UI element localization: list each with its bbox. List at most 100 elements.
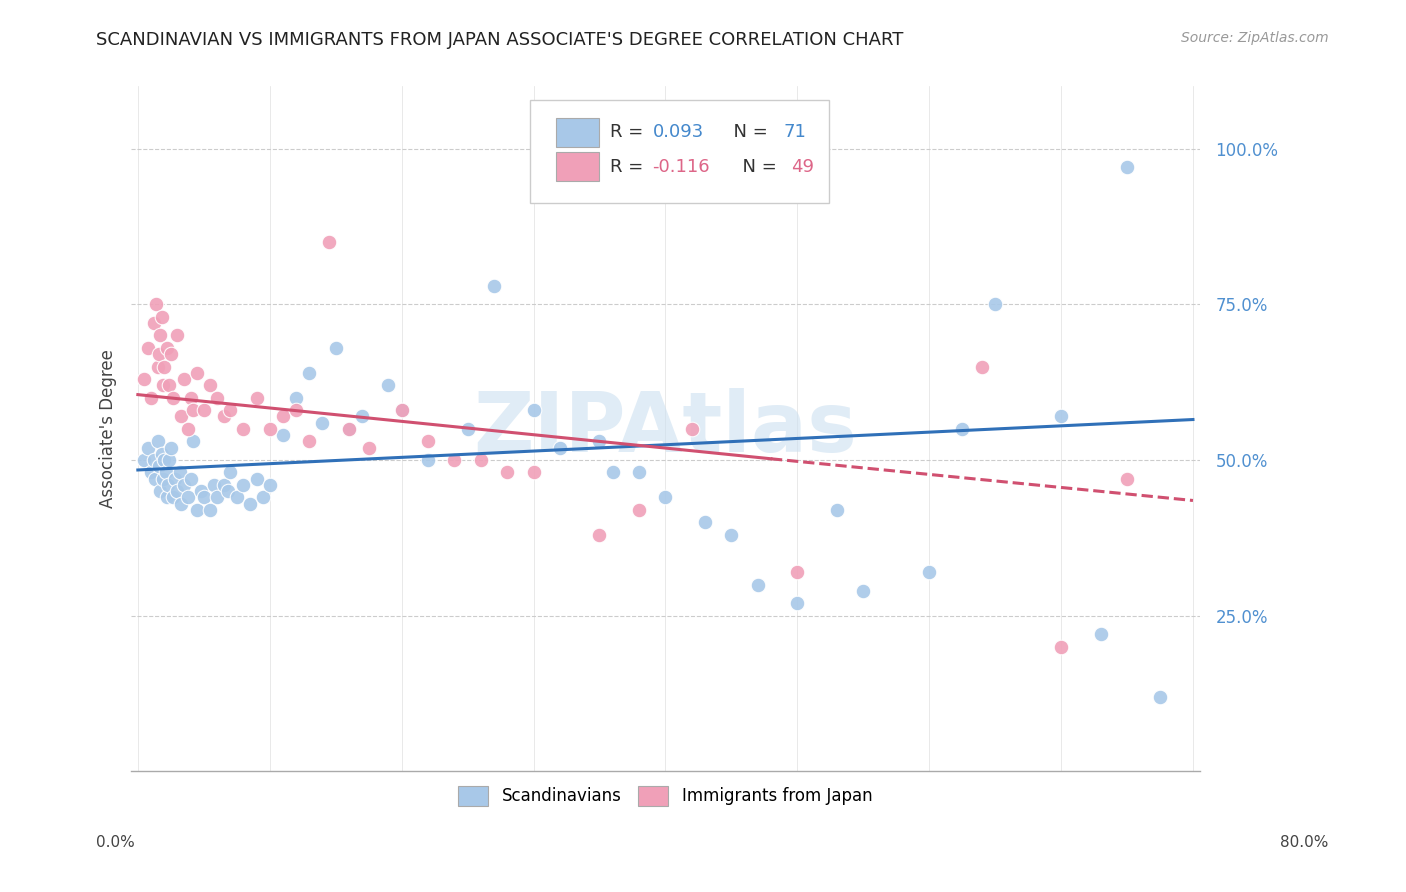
Point bbox=[166, 328, 188, 343]
Point bbox=[180, 472, 202, 486]
Text: Source: ZipAtlas.com: Source: ZipAtlas.com bbox=[1181, 31, 1329, 45]
Point bbox=[193, 491, 215, 505]
Point bbox=[352, 409, 374, 424]
Point bbox=[311, 416, 333, 430]
Point bbox=[786, 565, 808, 579]
Point bbox=[190, 484, 212, 499]
Point bbox=[1116, 161, 1139, 175]
Point bbox=[162, 491, 184, 505]
Point bbox=[177, 422, 200, 436]
Point bbox=[142, 316, 165, 330]
Point bbox=[470, 453, 492, 467]
Point bbox=[298, 366, 321, 380]
Text: 80.0%: 80.0% bbox=[1281, 836, 1329, 850]
Point bbox=[152, 472, 174, 486]
Point bbox=[457, 422, 479, 436]
Point bbox=[180, 391, 202, 405]
Point bbox=[186, 366, 208, 380]
Point bbox=[134, 453, 156, 467]
Point bbox=[588, 434, 610, 449]
Point bbox=[1050, 409, 1073, 424]
Text: 49: 49 bbox=[792, 158, 814, 176]
Point bbox=[149, 484, 172, 499]
Point bbox=[134, 372, 156, 386]
Point bbox=[156, 341, 179, 355]
Point bbox=[245, 391, 267, 405]
Point bbox=[852, 583, 875, 598]
Point bbox=[970, 359, 993, 374]
Text: N =: N = bbox=[731, 158, 782, 176]
Point bbox=[548, 441, 571, 455]
Legend: Scandinavians, Immigrants from Japan: Scandinavians, Immigrants from Japan bbox=[450, 778, 880, 814]
Point bbox=[138, 441, 160, 455]
Point bbox=[146, 359, 169, 374]
Point bbox=[150, 310, 173, 324]
Point bbox=[225, 491, 247, 505]
Point bbox=[148, 347, 170, 361]
Point bbox=[1090, 627, 1112, 641]
Point bbox=[186, 503, 208, 517]
Point bbox=[391, 403, 413, 417]
Point bbox=[786, 596, 808, 610]
Point bbox=[142, 453, 165, 467]
Point bbox=[1050, 640, 1073, 654]
Point bbox=[1116, 472, 1139, 486]
Point bbox=[181, 403, 204, 417]
Point bbox=[205, 491, 228, 505]
Point bbox=[285, 391, 308, 405]
Text: 71: 71 bbox=[785, 123, 807, 141]
Point bbox=[145, 297, 167, 311]
Point bbox=[318, 235, 340, 249]
Text: 0.093: 0.093 bbox=[652, 123, 704, 141]
Point bbox=[162, 391, 184, 405]
Point bbox=[181, 434, 204, 449]
Point bbox=[950, 422, 973, 436]
FancyBboxPatch shape bbox=[530, 100, 830, 202]
Point bbox=[138, 341, 160, 355]
Point bbox=[984, 297, 1007, 311]
Point bbox=[654, 491, 676, 505]
Point bbox=[200, 378, 222, 392]
Point bbox=[159, 347, 181, 361]
Text: ZIPAtlas: ZIPAtlas bbox=[474, 388, 858, 469]
Point bbox=[337, 422, 360, 436]
Point bbox=[482, 278, 505, 293]
Point bbox=[259, 478, 281, 492]
Point bbox=[693, 516, 716, 530]
Point bbox=[139, 391, 162, 405]
Point bbox=[337, 422, 360, 436]
Text: R =: R = bbox=[610, 123, 648, 141]
Point bbox=[143, 472, 166, 486]
Point bbox=[416, 434, 439, 449]
Point bbox=[148, 459, 170, 474]
Point bbox=[245, 472, 267, 486]
Point bbox=[522, 466, 544, 480]
Point bbox=[153, 359, 176, 374]
Point bbox=[166, 484, 188, 499]
Point bbox=[681, 422, 703, 436]
Point bbox=[157, 478, 180, 492]
Text: N =: N = bbox=[723, 123, 773, 141]
Point bbox=[212, 409, 235, 424]
Y-axis label: Associate's Degree: Associate's Degree bbox=[100, 350, 117, 508]
Point bbox=[1149, 690, 1171, 704]
Point bbox=[271, 409, 294, 424]
Point bbox=[522, 403, 544, 417]
Point bbox=[146, 434, 169, 449]
Point bbox=[918, 565, 941, 579]
Point bbox=[202, 478, 225, 492]
Point bbox=[298, 434, 321, 449]
Point bbox=[205, 391, 228, 405]
FancyBboxPatch shape bbox=[557, 118, 599, 146]
Point bbox=[252, 491, 274, 505]
Point bbox=[159, 378, 181, 392]
Text: R =: R = bbox=[610, 158, 648, 176]
Point bbox=[271, 428, 294, 442]
Point bbox=[259, 422, 281, 436]
Point bbox=[156, 491, 179, 505]
Text: -0.116: -0.116 bbox=[652, 158, 710, 176]
Point bbox=[232, 422, 254, 436]
Point bbox=[377, 378, 399, 392]
Point bbox=[212, 478, 235, 492]
Point bbox=[173, 372, 195, 386]
